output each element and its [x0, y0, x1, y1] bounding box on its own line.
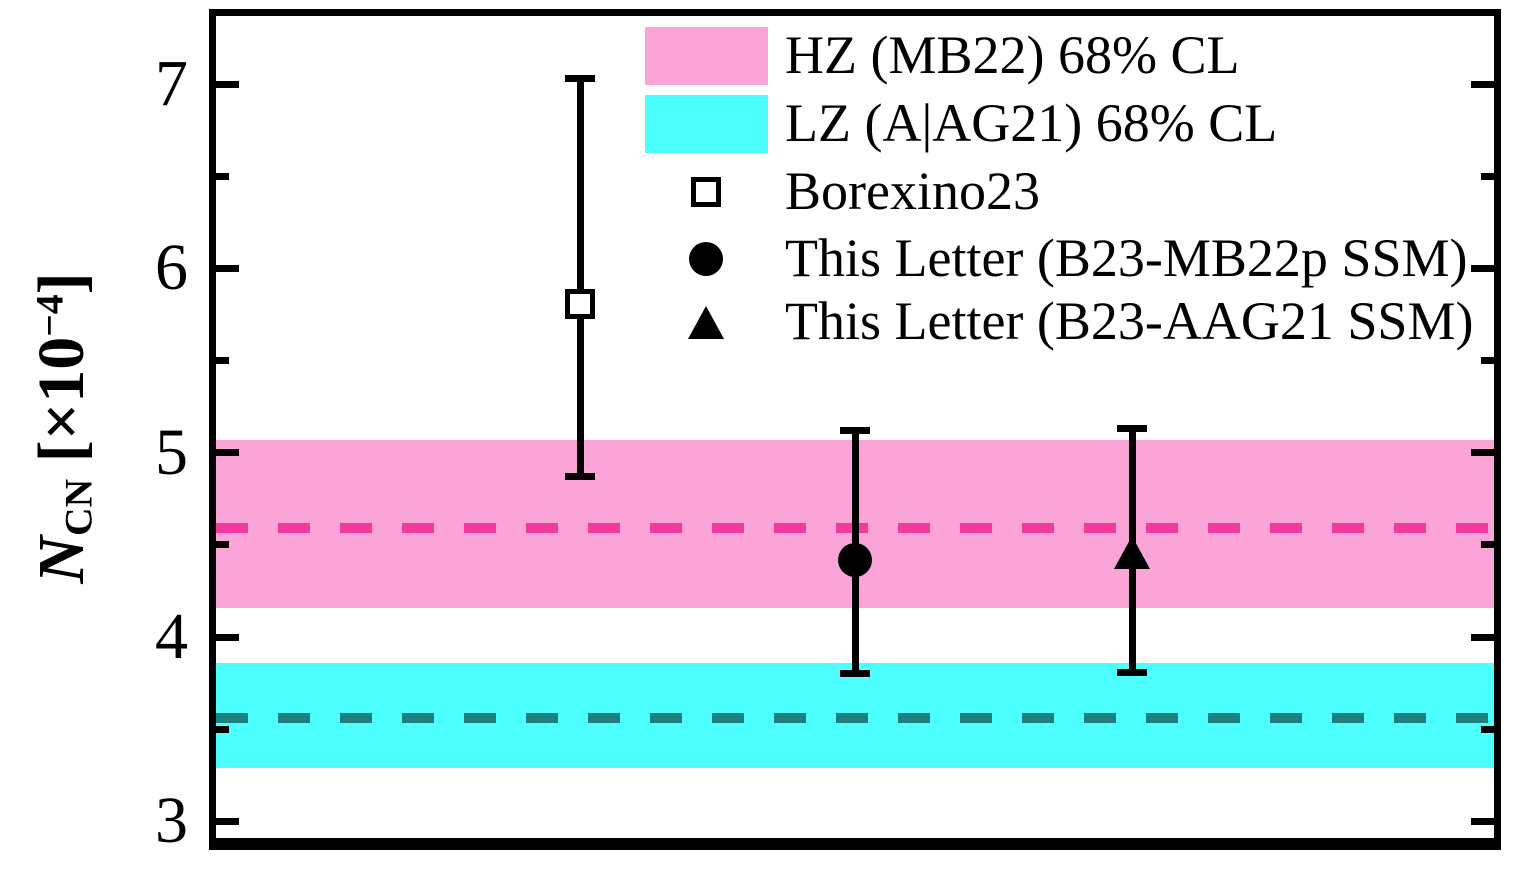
data-point-borexino23: [565, 288, 596, 319]
error-cap-bottom-letter-mb22p: [840, 670, 870, 678]
legend-marker-letter-aag21: [688, 305, 724, 339]
error-cap-top-letter-mb22p: [840, 427, 870, 435]
legend-marker-borexino23: [691, 177, 721, 207]
y-axis-title: NCN [×10−4]: [25, 272, 101, 583]
legend-label-borexino23: Borexino23: [785, 160, 1040, 221]
y-tick-minor-5.5: [1481, 357, 1494, 365]
data-point-letter-mb22p: [838, 542, 872, 577]
y-axis-unit-prefix: [×10: [24, 336, 98, 479]
y-tick-major-5: [216, 449, 239, 457]
y-tick-minor-6.5: [1481, 172, 1494, 180]
y-axis-subscript: CN: [56, 478, 101, 536]
plot-canvas: HZ (MB22) 68% CL LZ (A|AG21) 68% CL Borexi…: [216, 16, 1494, 838]
error-cap-bottom-letter-aag21: [1117, 668, 1148, 676]
y-axis-symbol: N: [24, 535, 98, 584]
plot-area: HZ (MB22) 68% CL LZ (A|AG21) 68% CL Borexi…: [209, 9, 1501, 850]
y-tick-major-6: [1471, 264, 1494, 272]
legend-label-hz-band: HZ (MB22) 68% CL: [785, 24, 1240, 85]
central-value-line-lz-band: [216, 713, 1494, 724]
y-tick-label-3: 3: [155, 784, 188, 858]
legend-label-letter-aag21: This Letter (B23-AAG21 SSM): [785, 290, 1474, 351]
y-tick-major-7: [1471, 80, 1494, 88]
legend-swatch-hz-band: [645, 27, 768, 85]
y-tick-major-4: [1471, 633, 1494, 641]
y-axis-exponent: −4: [27, 294, 72, 337]
y-axis-unit-suffix: ]: [24, 272, 98, 295]
legend-label-lz-band: LZ (A|AG21) 68% CL: [785, 92, 1278, 153]
y-tick-major-6: [216, 264, 239, 272]
y-tick-label-4: 4: [155, 600, 188, 674]
error-cap-bottom-borexino23: [565, 473, 596, 481]
error-cap-top-borexino23: [565, 75, 596, 83]
y-tick-minor-3.5: [216, 725, 229, 733]
legend-label-letter-mb22p: This Letter (B23-MB22p SSM): [785, 227, 1468, 288]
legend-swatch-lz-band: [645, 95, 768, 153]
y-tick-minor-6.5: [216, 172, 229, 180]
y-tick-label-7: 7: [155, 47, 188, 121]
error-bar-borexino23: [576, 78, 584, 477]
error-cap-top-letter-aag21: [1117, 425, 1148, 433]
y-tick-minor-5.5: [216, 357, 229, 365]
y-tick-major-7: [216, 80, 239, 88]
legend-marker-letter-mb22p: [689, 242, 723, 276]
y-tick-major-3: [1471, 817, 1494, 825]
y-tick-major-3: [216, 817, 239, 825]
y-tick-minor-4.5: [216, 541, 229, 549]
y-tick-minor-4.5: [1481, 541, 1494, 549]
y-tick-major-5: [1471, 449, 1494, 457]
y-tick-minor-3.5: [1481, 725, 1494, 733]
data-point-letter-aag21: [1114, 535, 1151, 569]
y-tick-major-4: [216, 633, 239, 641]
